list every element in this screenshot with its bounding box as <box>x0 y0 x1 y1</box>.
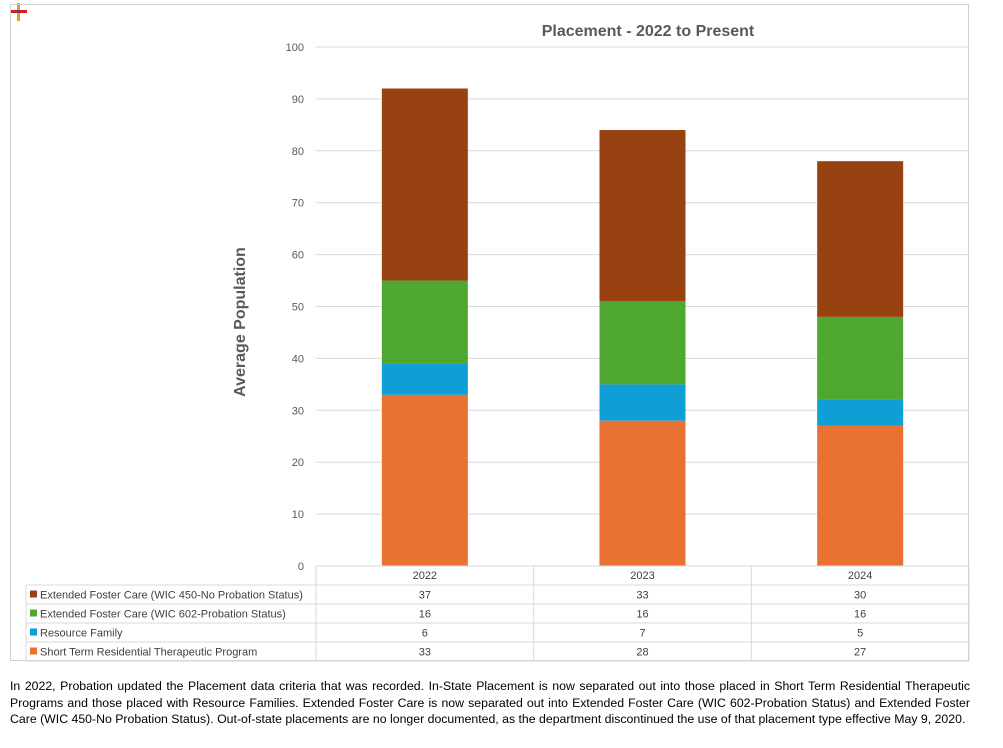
legend-label: Extended Foster Care (WIC 450-No Probati… <box>40 590 303 602</box>
data-label: 16 <box>854 609 866 621</box>
bar-segment <box>817 399 904 426</box>
data-label: 5 <box>857 628 863 640</box>
y-tick-label: 20 <box>292 457 304 469</box>
data-label: 33 <box>419 647 431 659</box>
y-tick-label: 40 <box>292 353 304 365</box>
y-tick-label: 90 <box>292 94 304 106</box>
data-label: 16 <box>636 609 648 621</box>
legend-label: Extended Foster Care (WIC 602-Probation … <box>40 609 286 621</box>
data-label: 27 <box>854 647 866 659</box>
bar-segment <box>599 130 686 302</box>
bar-segment <box>381 88 468 281</box>
x-tick-label: 2023 <box>630 570 654 582</box>
y-tick-label: 70 <box>292 198 304 210</box>
data-label: 33 <box>636 590 648 602</box>
y-tick-label: 60 <box>292 250 304 262</box>
legend-swatch <box>30 628 37 636</box>
bar-segment <box>599 420 686 566</box>
data-label: 16 <box>419 609 431 621</box>
bar-segment <box>599 301 686 385</box>
y-axis-label: Average Population <box>232 247 249 397</box>
y-tick-labels: 0 10 20 30 40 50 60 70 80 90 100 <box>286 42 304 573</box>
legend-swatch <box>30 590 37 598</box>
y-tick-label: 10 <box>292 509 304 521</box>
bar-segment <box>817 161 904 317</box>
y-tick-label: 80 <box>292 146 304 158</box>
x-tick-label: 2022 <box>413 570 437 582</box>
data-label: 7 <box>639 628 645 640</box>
bar-segment <box>381 280 468 364</box>
data-label: 28 <box>636 647 648 659</box>
legend-label: Resource Family <box>40 628 123 640</box>
y-tick-label: 50 <box>292 302 304 314</box>
y-tick-label: 30 <box>292 405 304 417</box>
bars <box>381 88 904 566</box>
y-tick-label: 100 <box>286 42 304 54</box>
cursor-icon <box>10 3 27 21</box>
bar-segment <box>381 363 468 395</box>
bar-segment <box>381 394 468 566</box>
chart: Placement - 2022 to Present Average Popu… <box>25 23 970 662</box>
data-label: 6 <box>422 628 428 640</box>
data-table: 2022 2023 2024 Extended Foster Care (WIC 45… <box>25 565 970 662</box>
bar-segment <box>817 316 904 400</box>
chart-caption: In 2022, Probation updated the Placement… <box>10 679 970 726</box>
bar-segment <box>599 384 686 421</box>
data-label: 37 <box>419 590 431 602</box>
bar-segment <box>817 425 904 566</box>
legend-swatch <box>30 647 37 655</box>
x-tick-label: 2024 <box>848 570 872 582</box>
legend-label: Short Term Residential Therapeutic Progr… <box>40 647 257 659</box>
chart-title: Placement - 2022 to Present <box>542 23 755 40</box>
y-tick-label: 0 <box>298 561 304 573</box>
legend-swatch <box>30 609 37 617</box>
data-label: 30 <box>854 590 866 602</box>
